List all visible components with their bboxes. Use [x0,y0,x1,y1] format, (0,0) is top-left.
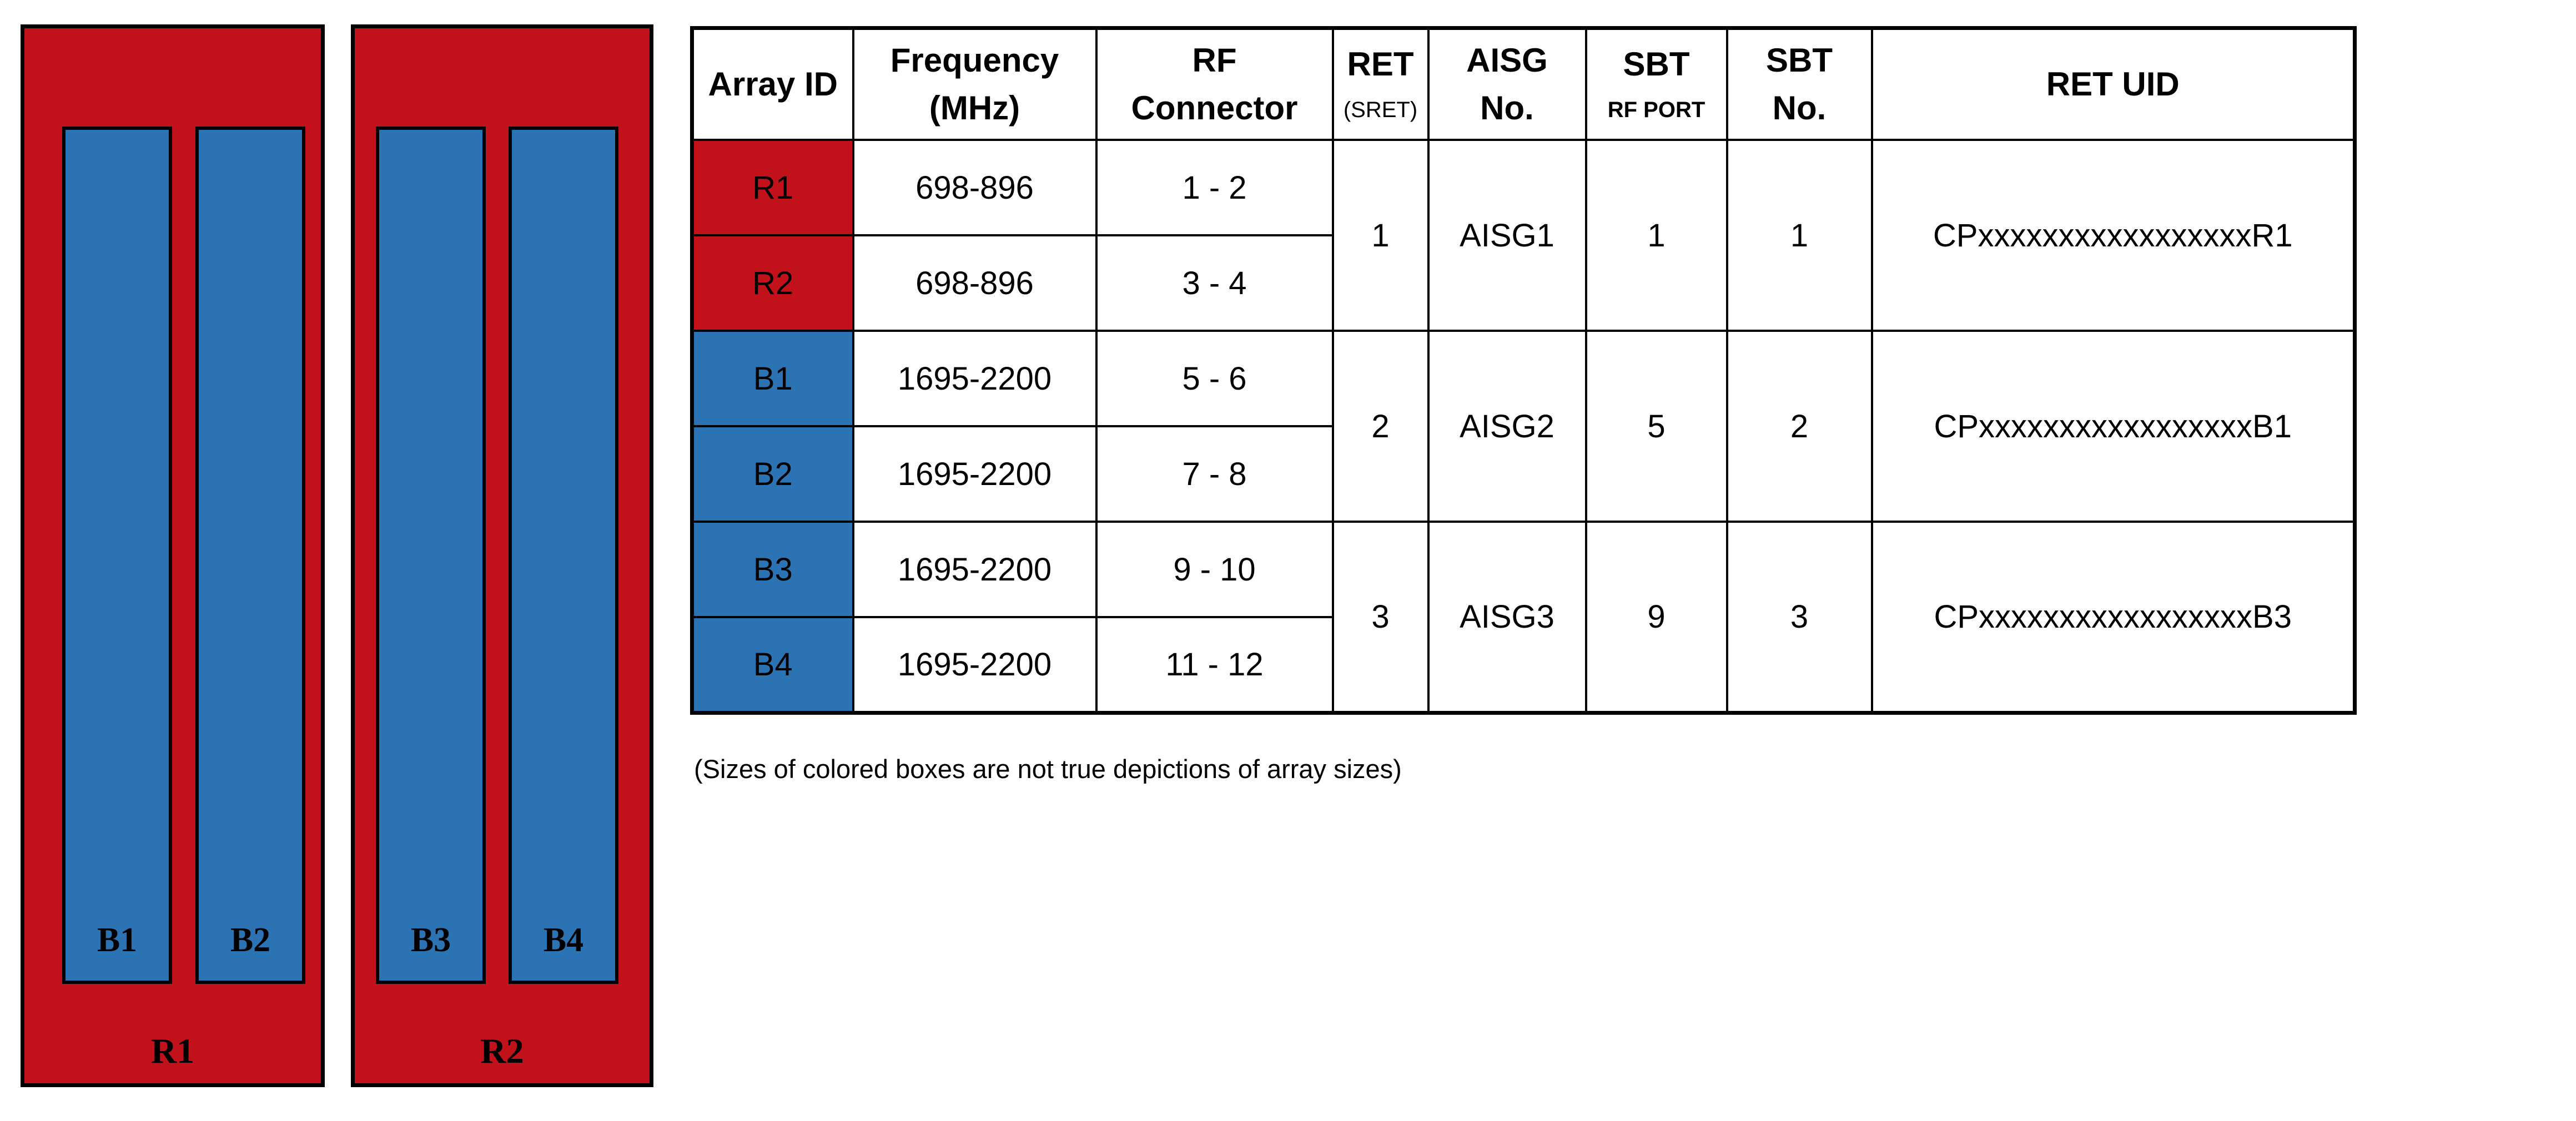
cell-array-id: B2 [691,425,854,523]
array-bar-b1: B1 [62,127,172,984]
cell-aisg-no: AISG2 [1427,330,1587,523]
cell-frequency: 1695-2200 [852,330,1098,427]
cell-array-id: B1 [691,330,854,427]
cell-rf-connector: 9 - 10 [1095,521,1334,618]
cell-sbt-no: 3 [1725,521,1873,714]
table-row-r2: R2 698-896 3 - 4 [691,234,2355,332]
header-aisg-no: AISG No. [1427,27,1587,141]
cell-array-id: R1 [691,139,854,236]
cell-sbt-rf-port: 5 [1584,330,1728,523]
bar-label-b4: B4 [543,921,584,959]
array-bar-b2: B2 [195,127,305,984]
footnote: (Sizes of colored boxes are not true dep… [694,754,1402,784]
header-frequency: Frequency (MHz) [852,27,1098,141]
table-row-b4: B4 1695-2200 11 - 12 [691,616,2355,714]
cell-rf-connector: 5 - 6 [1095,330,1334,427]
cell-rf-connector: 11 - 12 [1095,616,1334,714]
panel-r1: B1 B2 R1 [21,24,325,1087]
array-bar-b3: B3 [376,127,486,984]
cell-ret: 1 [1331,139,1430,332]
cell-ret-uid: CPxxxxxxxxxxxxxxxxxB3 [1870,521,2356,714]
header-array-id: Array ID [691,27,854,141]
cell-ret-uid: CPxxxxxxxxxxxxxxxxxR1 [1870,139,2356,332]
cell-frequency: 1695-2200 [852,616,1098,714]
cell-frequency: 698-896 [852,139,1098,236]
cell-sbt-rf-port: 9 [1584,521,1728,714]
cell-aisg-no: AISG3 [1427,521,1587,714]
table-row-b3: B3 1695-2200 9 - 10 3 AISG3 9 3 CPxxxxxx… [691,521,2356,714]
header-ret-sret: RET (SRET) [1331,27,1430,141]
cell-ret-uid: CPxxxxxxxxxxxxxxxxxB1 [1870,330,2356,523]
cell-sbt-rf-port: 1 [1584,139,1728,332]
cell-array-id: B4 [691,616,854,714]
cell-rf-connector: 1 - 2 [1095,139,1334,236]
bar-label-b3: B3 [410,921,451,959]
table-row-b2: B2 1695-2200 7 - 8 [691,425,2355,523]
cell-aisg-no: AISG1 [1427,139,1587,332]
bar-label-b2: B2 [230,921,271,959]
array-bar-b4: B4 [509,127,618,984]
header-row: Array ID Frequency (MHz) RF Connector [691,27,2356,141]
panel-label-r2: R2 [480,1031,524,1070]
cell-rf-connector: 7 - 8 [1095,425,1334,523]
cell-frequency: 698-896 [852,234,1098,332]
header-sbt-no: SBT No. [1725,27,1873,141]
cell-rf-connector: 3 - 4 [1095,234,1334,332]
bar-label-b1: B1 [97,921,138,959]
panel-r2: B3 B4 R2 [351,24,653,1087]
header-ret-uid: RET UID [1870,27,2356,141]
table-row-b1: B1 1695-2200 5 - 6 2 AISG2 5 2 CPxxxxxxx… [691,330,2356,523]
panel-label-r1: R1 [150,1031,195,1070]
cell-frequency: 1695-2200 [852,425,1098,523]
cell-sbt-no: 2 [1725,330,1873,523]
header-sbt-rf-port: SBT RF PORT [1584,27,1728,141]
array-spec-table: Array ID Frequency (MHz) RF Connector [690,26,2357,715]
cell-array-id: R2 [691,234,854,332]
header-rf-connector: RF Connector [1095,27,1334,141]
cell-frequency: 1695-2200 [852,521,1098,618]
cell-ret: 3 [1331,521,1430,714]
cell-array-id: B3 [691,521,854,618]
cell-ret: 2 [1331,330,1430,523]
cell-sbt-no: 1 [1725,139,1873,332]
table-row-r1: R1 698-896 1 - 2 1 AISG1 1 1 CPxxxxxxxxx… [691,139,2356,332]
